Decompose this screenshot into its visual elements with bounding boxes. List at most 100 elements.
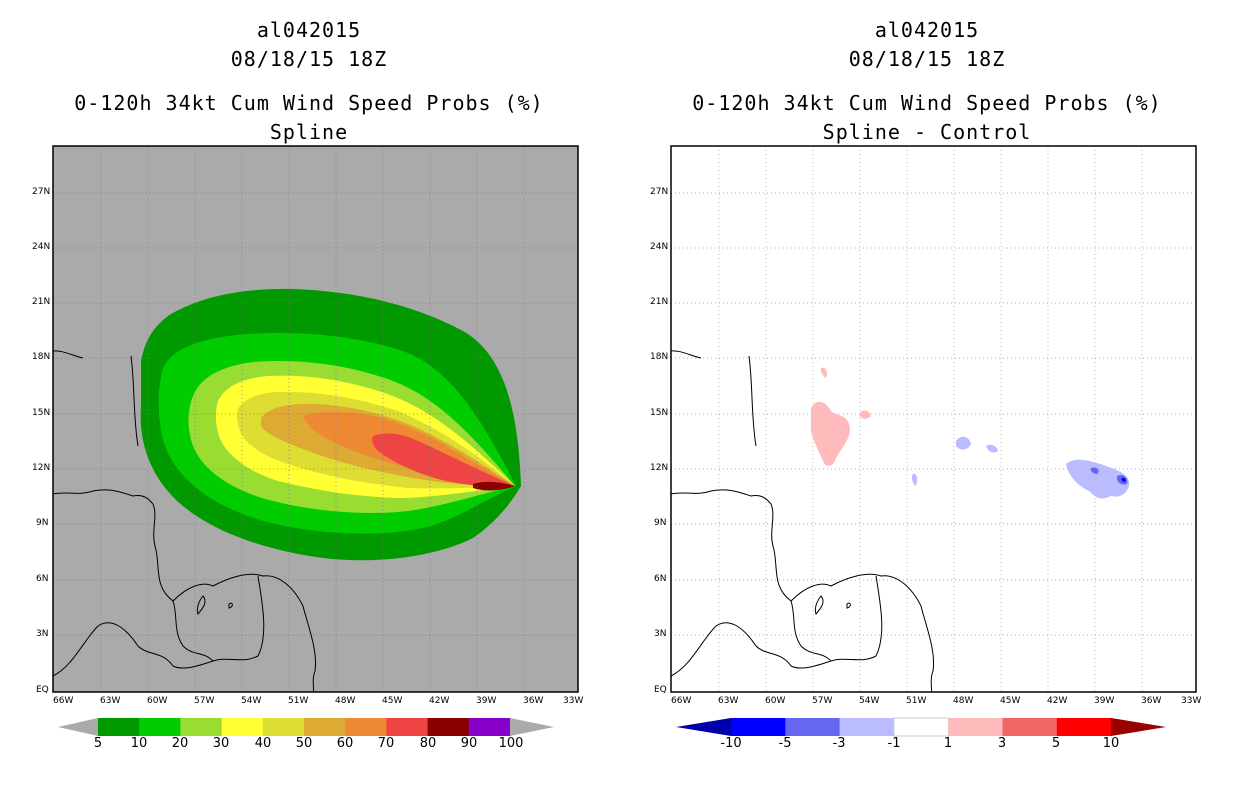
lat-label: 21N bbox=[32, 297, 51, 307]
colorbar-label: 5 bbox=[93, 736, 103, 751]
colorbar-label: -1 bbox=[887, 736, 901, 751]
colorbar-label: 50 bbox=[295, 736, 313, 751]
storm-id: al042015 bbox=[874, 18, 980, 42]
coastlines bbox=[52, 350, 317, 693]
lon-label: 33W bbox=[563, 696, 584, 706]
lat-label: 24N bbox=[650, 242, 669, 252]
lon-label: 45W bbox=[1000, 696, 1021, 706]
grid-lines bbox=[53, 146, 578, 692]
colorbar-swatch bbox=[139, 718, 181, 736]
negative-anomaly bbox=[956, 436, 971, 450]
subtitle: Spline bbox=[269, 120, 349, 144]
negative-anomaly bbox=[1066, 459, 1130, 499]
lat-label: 18N bbox=[650, 352, 669, 362]
colorbar-label: 3 bbox=[997, 736, 1007, 751]
negative-anomaly bbox=[1121, 477, 1126, 482]
lon-label: 57W bbox=[812, 696, 833, 706]
datetime: 08/18/15 18Z bbox=[848, 47, 1006, 71]
lon-label: 39W bbox=[476, 696, 497, 706]
map-frame bbox=[52, 145, 579, 693]
subtitle: Spline - Control bbox=[822, 120, 1032, 144]
colorbar-swatch bbox=[948, 718, 1003, 736]
storm-id: al042015 bbox=[256, 18, 362, 42]
lon-label: 63W bbox=[718, 696, 739, 706]
colorbar bbox=[676, 717, 1167, 737]
lat-label: 27N bbox=[650, 187, 669, 197]
colorbar-label: 20 bbox=[171, 736, 189, 751]
colorbar-swatch bbox=[304, 718, 346, 736]
colorbar-label: 40 bbox=[254, 736, 272, 751]
colorbar bbox=[58, 718, 554, 736]
negative-anomaly bbox=[911, 473, 918, 486]
colorbar-swatch bbox=[1002, 718, 1058, 736]
colorbar-label: 70 bbox=[377, 736, 395, 751]
lat-label: 12N bbox=[650, 463, 669, 473]
lon-label: 57W bbox=[194, 696, 215, 706]
negative-anomaly bbox=[1090, 467, 1099, 474]
lon-label: 63W bbox=[100, 696, 121, 706]
colorbar-label: 60 bbox=[336, 736, 354, 751]
lon-label: 60W bbox=[147, 696, 168, 706]
lat-label: 27N bbox=[32, 187, 51, 197]
lat-label: EQ bbox=[654, 685, 667, 695]
colorbar-label: 90 bbox=[460, 736, 478, 751]
panel-difference: al042015 08/18/15 18Z 0-120h 34kt Cum Wi… bbox=[618, 0, 1236, 800]
colorbar-swatch bbox=[98, 718, 140, 736]
positive-anomaly bbox=[859, 410, 871, 419]
negative-anomaly bbox=[986, 444, 998, 453]
colorbar-arrow-right bbox=[1111, 718, 1167, 736]
lat-label: 3N bbox=[654, 629, 667, 639]
contour-70 bbox=[372, 433, 515, 487]
colorbar-arrow-left bbox=[676, 718, 731, 736]
colorbar-label: 1 bbox=[943, 736, 953, 751]
colorbar-swatch bbox=[468, 718, 511, 736]
colorbar-label: 30 bbox=[212, 736, 230, 751]
colorbar-label: 10 bbox=[1102, 736, 1120, 751]
lon-label: 36W bbox=[523, 696, 544, 706]
datetime: 08/18/15 18Z bbox=[230, 47, 388, 71]
lon-label: 54W bbox=[241, 696, 262, 706]
lat-label: 3N bbox=[36, 629, 49, 639]
lon-label: 51W bbox=[906, 696, 927, 706]
map-background bbox=[671, 146, 1196, 692]
lon-label: 54W bbox=[859, 696, 880, 706]
lon-label: 33W bbox=[1181, 696, 1202, 706]
colorbar-swatch bbox=[345, 718, 387, 736]
lon-label: 66W bbox=[53, 696, 74, 706]
colorbar-swatch bbox=[262, 718, 305, 736]
colorbar-label: -5 bbox=[778, 736, 792, 751]
lat-label: EQ bbox=[36, 685, 49, 695]
colorbar-swatch bbox=[427, 718, 470, 736]
positive-anomaly bbox=[820, 367, 828, 378]
lat-label: 15N bbox=[650, 408, 669, 418]
colorbar-swatch bbox=[221, 718, 264, 736]
colorbar-swatch bbox=[386, 718, 429, 736]
map-border bbox=[52, 145, 579, 693]
difference-contours bbox=[811, 367, 1130, 499]
colorbar-swatch bbox=[1056, 718, 1112, 736]
lon-label: 66W bbox=[671, 696, 692, 706]
colorbar-swatch bbox=[893, 717, 950, 737]
lon-label: 42W bbox=[1047, 696, 1068, 706]
map-border bbox=[670, 145, 1197, 693]
colorbar-arrow-right bbox=[510, 718, 554, 736]
lat-label: 12N bbox=[32, 463, 51, 473]
product-title: 0-120h 34kt Cum Wind Speed Probs (%) bbox=[692, 91, 1162, 115]
colorbar-label: 100 bbox=[498, 736, 524, 751]
lat-label: 15N bbox=[32, 408, 51, 418]
colorbar-label: 10 bbox=[130, 736, 148, 751]
lon-label: 51W bbox=[288, 696, 309, 706]
lon-label: 60W bbox=[765, 696, 786, 706]
lat-label: 6N bbox=[654, 574, 667, 584]
positive-anomaly bbox=[811, 401, 850, 466]
colorbar-swatch bbox=[731, 718, 786, 736]
colorbar-label: 80 bbox=[419, 736, 437, 751]
lon-label: 48W bbox=[335, 696, 356, 706]
panel-spline: al042015 08/18/15 18Z 0-120h 34kt Cum Wi… bbox=[32, 18, 584, 751]
lat-label: 9N bbox=[36, 518, 49, 528]
lat-label: 24N bbox=[32, 242, 51, 252]
lat-label: 21N bbox=[650, 297, 669, 307]
map-frame bbox=[670, 145, 1197, 693]
product-title: 0-120h 34kt Cum Wind Speed Probs (%) bbox=[74, 91, 544, 115]
colorbar-arrow-left bbox=[58, 718, 98, 736]
